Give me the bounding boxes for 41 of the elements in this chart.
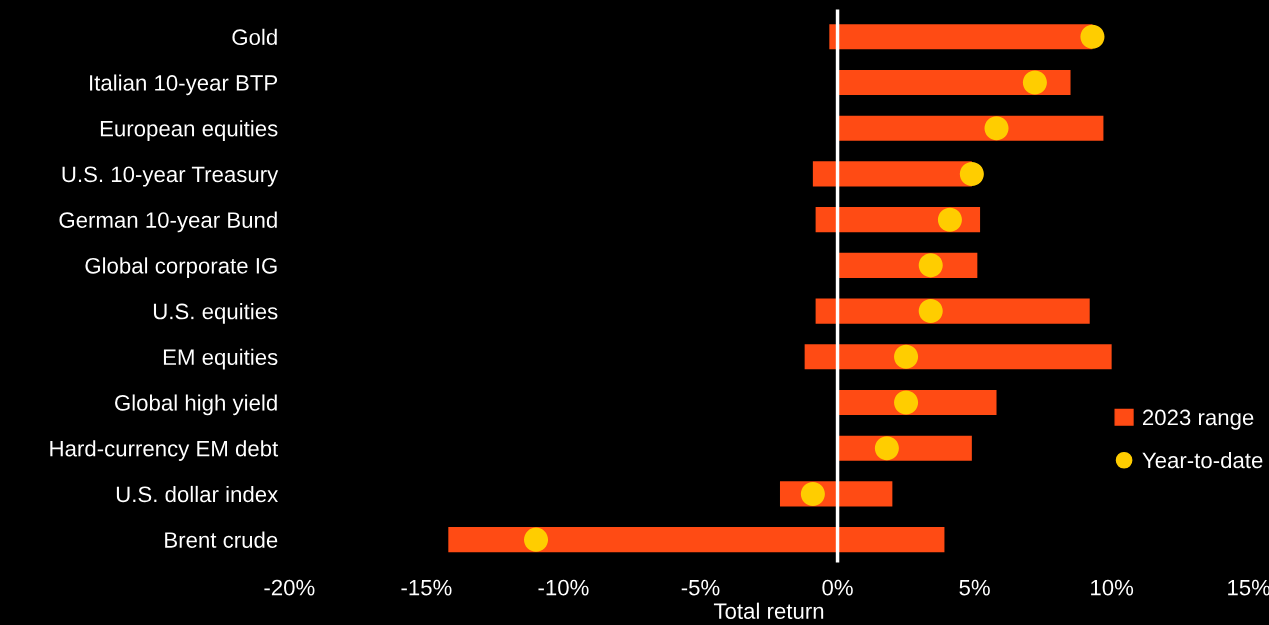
y-tick-label: Italian 10-year BTP	[90, 74, 278, 96]
bar	[829, 24, 1093, 50]
y-tick-label: Hard-currency EM debt	[50, 440, 279, 461]
point	[524, 527, 549, 552]
x-tick-label: -20%	[264, 579, 315, 596]
point	[800, 481, 825, 506]
x-tick-label: -10%	[538, 579, 589, 596]
bar	[804, 344, 1112, 370]
point	[918, 253, 943, 278]
point	[894, 344, 919, 369]
point	[894, 390, 919, 415]
y-tick-label: U.S. 10-year Treasury	[62, 166, 279, 187]
legend-label: Year-to-date	[1142, 451, 1263, 469]
bar	[812, 161, 972, 187]
point	[1080, 24, 1105, 49]
x-tick-label: 5%	[959, 579, 990, 596]
bar	[448, 527, 945, 553]
y-tick-label: U.S. equities	[153, 303, 278, 324]
legend-label: 2023 range	[1142, 409, 1254, 430]
point	[1022, 70, 1047, 95]
point	[874, 436, 899, 461]
y-tick-label: U.S. dollar index	[116, 485, 278, 503]
y-tick-label: Brent crude	[165, 531, 278, 548]
y-tick-label: Gold	[232, 28, 277, 46]
point	[918, 299, 943, 324]
y-tick-label: EM equities	[163, 348, 278, 370]
x-axis-title: Total return	[713, 602, 824, 619]
bar	[815, 298, 1090, 324]
bar	[837, 69, 1071, 96]
point	[959, 161, 984, 186]
y-tick-label: European equities	[100, 120, 278, 141]
y-tick-label: Global high yield	[115, 394, 277, 416]
x-tick-label: 10%	[1091, 579, 1134, 596]
point	[937, 207, 962, 232]
bar	[837, 115, 1104, 141]
x-tick-label: 0%	[822, 579, 853, 596]
point	[984, 116, 1009, 141]
x-tick-label: -15%	[401, 579, 452, 596]
y-tick-label: German 10-year Bund	[59, 211, 277, 233]
x-tick-label: -5%	[681, 579, 720, 596]
y-tick-label: Global corporate IG	[85, 257, 277, 279]
